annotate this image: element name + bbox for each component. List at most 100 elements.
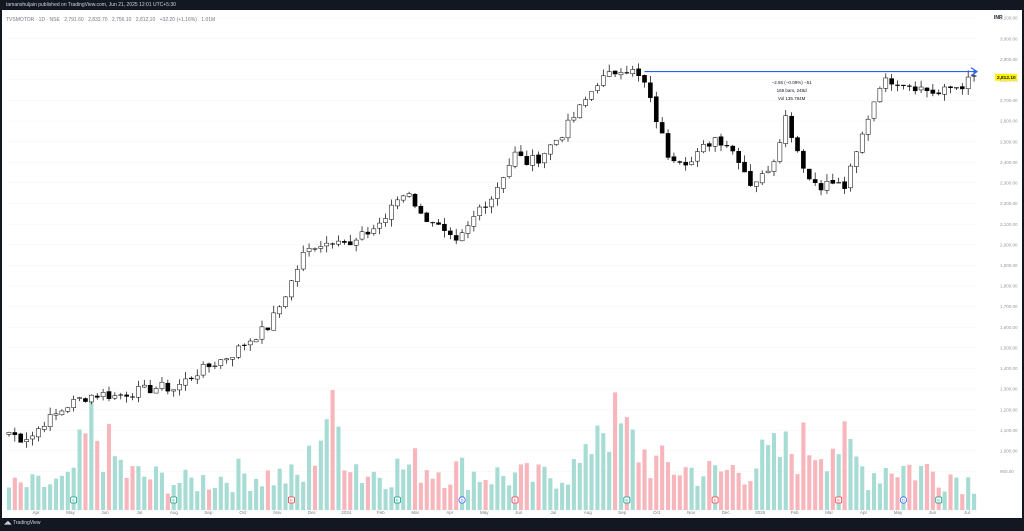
candle-body [371, 228, 377, 234]
price-tick-label: 1,500.00 [1000, 345, 1018, 350]
volume-bar [624, 417, 629, 510]
dividend-marker [458, 496, 466, 504]
candle-body [171, 389, 177, 392]
candle-body [247, 340, 253, 346]
volume-bar [83, 433, 88, 510]
candle-body [512, 151, 518, 167]
volume-bar [930, 471, 935, 510]
volume-bar [589, 454, 594, 510]
candle-body [53, 413, 59, 416]
time-tick-label: Jul [964, 510, 970, 515]
candle-body [471, 216, 477, 227]
candle-body [77, 397, 82, 399]
candle-body [65, 407, 71, 412]
candle-body [389, 204, 394, 220]
time-tick-label: Jul [137, 510, 143, 515]
volume-bar [648, 478, 653, 510]
price-tick-label: 1,000.00 [1000, 448, 1018, 453]
candle-body [259, 326, 265, 340]
price-tick-label: 2,300.00 [1000, 181, 1018, 186]
time-tick-label: Oct [239, 510, 247, 515]
volume-bar [777, 456, 782, 510]
volume-bar [842, 421, 847, 510]
volume-bar [389, 487, 394, 510]
candle-body [565, 119, 571, 139]
close-value: 2,812.10 [135, 17, 156, 23]
candle-body [36, 428, 41, 438]
marker-label: E [626, 498, 629, 503]
candle-body [653, 96, 659, 123]
volume-bar [771, 433, 777, 510]
volume-bar [766, 445, 771, 510]
volume-bar [548, 478, 553, 510]
candle-body [100, 392, 106, 397]
volume-bar [36, 475, 41, 510]
volume-bar [430, 478, 435, 510]
candle-body [177, 384, 182, 391]
candle-body [595, 85, 600, 91]
volume-bar [789, 454, 794, 510]
candle-body [212, 365, 218, 367]
arrow-head [970, 67, 979, 77]
candle-body [606, 71, 612, 77]
candle-body [418, 205, 424, 214]
volume-bar [577, 462, 582, 510]
price-tick-label: 2,200.00 [1000, 201, 1018, 206]
candle-body [677, 161, 683, 163]
candle-body [442, 223, 447, 231]
time-axis: Apr May Jun Jul Aug Sep Oct Nov Dec 2024 Feb Mar Apr… [32, 510, 969, 515]
volume-bar [507, 485, 512, 510]
volume-bar [301, 481, 306, 510]
volume-bar [242, 473, 247, 510]
candle-body [47, 414, 53, 427]
candle-body [353, 239, 359, 246]
price-tick-label: 2,000.00 [1000, 242, 1018, 247]
volume-bar [271, 485, 276, 510]
open-value: 2,791.60 [64, 17, 84, 23]
volume-bar [412, 448, 418, 510]
candle-body [112, 395, 118, 399]
candle-body [395, 199, 400, 207]
volume-bar [477, 481, 482, 510]
candle-body [430, 222, 435, 224]
publisher-header: tamanshuljain published on TradingView.c… [6, 2, 176, 8]
candle-body [118, 394, 124, 396]
volume-bar [24, 487, 29, 510]
earnings-marker [511, 496, 519, 504]
candle-body [765, 170, 771, 174]
candle-body [130, 396, 135, 398]
volume-bar [713, 465, 718, 510]
marker-label: D [902, 498, 905, 503]
candle-body [771, 161, 777, 172]
candle-body [583, 99, 588, 106]
candle-body [165, 382, 171, 392]
time-tick-label: Apr [860, 510, 868, 515]
tradingview-logo[interactable]: ◢◣ TradingView [4, 520, 41, 526]
high-value: 2,833.70 [88, 17, 108, 23]
candle-body [601, 75, 606, 86]
candle-body [518, 151, 524, 156]
candle-body [830, 180, 836, 184]
candle-body [618, 72, 624, 76]
candle-body [483, 206, 488, 208]
volume-bar [695, 485, 700, 510]
time-tick-label: Sep [204, 510, 213, 515]
candle-body [200, 364, 206, 376]
price-tick-label: 1,100.00 [1000, 428, 1018, 433]
candle-body [671, 156, 677, 162]
volume-bar [448, 484, 453, 510]
volume-bar [206, 489, 212, 510]
volume-bar [554, 488, 559, 510]
volume-bar [754, 468, 759, 510]
time-tick-label: Aug [170, 510, 179, 515]
candle-body [242, 344, 247, 346]
volume-bar [636, 462, 641, 510]
candle-body [918, 86, 924, 91]
candle-body [459, 232, 465, 242]
candle-body [730, 145, 736, 152]
volume-bar [59, 475, 64, 510]
volume-bar [106, 423, 112, 510]
marker-label: E [714, 498, 717, 503]
candle-body [559, 137, 565, 141]
